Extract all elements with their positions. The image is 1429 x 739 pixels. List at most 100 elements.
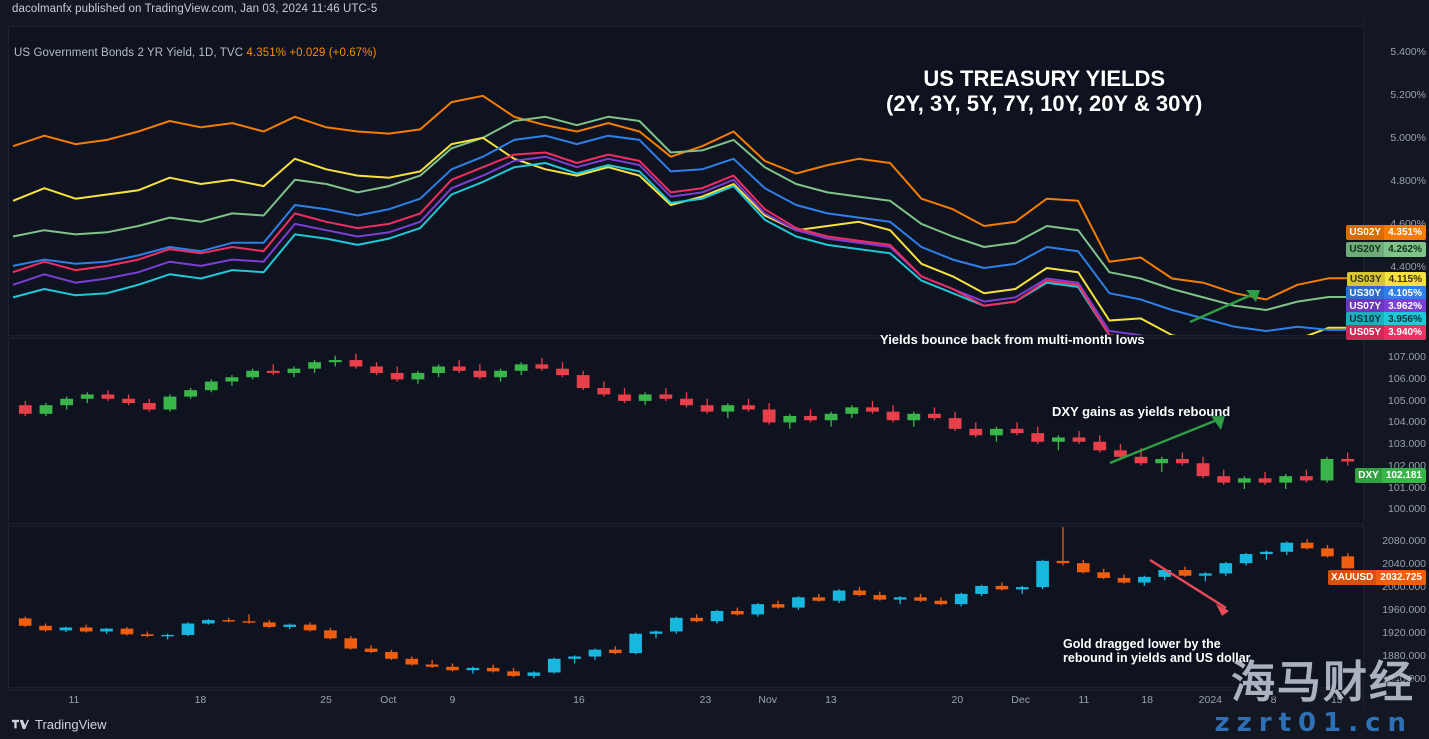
- candle: [1158, 568, 1172, 581]
- candle: [1299, 469, 1313, 483]
- candle: [181, 622, 195, 637]
- yields-legend-change-pct: (+0.67%): [328, 47, 377, 59]
- annotation-gold-line2: rebound in yields and US dollar: [1063, 651, 1251, 665]
- candle: [446, 663, 459, 672]
- yield-line-us02y: [12, 94, 1361, 301]
- candle: [18, 400, 32, 416]
- price-axis-label: 106.000: [1388, 372, 1426, 385]
- yield-line-us10y: [12, 162, 1116, 335]
- price-axis-label: 4.400%: [1390, 261, 1426, 274]
- time-scale[interactable]: 11 18 25 Oct 9 16 23 Nov 13 20 Dec 11 18 2024 8 15: [8, 690, 1363, 709]
- candle: [659, 388, 673, 401]
- candle: [1113, 443, 1127, 459]
- price-tag-value: 3.940%: [1388, 327, 1422, 338]
- candle: [122, 394, 136, 406]
- candle: [266, 364, 280, 376]
- price-tag-us05y[interactable]: US05Y 3.940%: [1346, 325, 1426, 340]
- time-axis-label: 15: [1330, 694, 1343, 706]
- time-axis-label: 8: [1270, 694, 1277, 706]
- published-bar: dacolmanfx published on TradingView.com,…: [0, 0, 1429, 20]
- price-tag-symbol: US10Y: [1346, 312, 1385, 327]
- candle: [832, 589, 846, 604]
- tradingview-logo[interactable]: TradingView: [12, 717, 107, 732]
- time-axis-label: 18: [194, 694, 207, 706]
- candle: [100, 628, 113, 634]
- price-tag-value: 2032.725: [1380, 572, 1422, 583]
- price-tag-symbol: XAUUSD: [1328, 570, 1377, 585]
- price-tag-dxy[interactable]: DXY 102.181: [1355, 468, 1426, 483]
- candle: [1217, 469, 1231, 485]
- price-axis-label: 101.000: [1388, 481, 1426, 494]
- candle: [914, 593, 927, 602]
- candle: [873, 591, 887, 601]
- price-tag-us02y[interactable]: US02Y 4.351%: [1346, 225, 1426, 240]
- candle: [39, 623, 52, 632]
- candle: [328, 355, 342, 367]
- price-tag-value: 4.105%: [1388, 288, 1422, 299]
- price-tag-symbol: US20Y: [1346, 242, 1385, 257]
- candle: [618, 388, 631, 404]
- price-tag-us07y[interactable]: US07Y 3.962%: [1346, 299, 1426, 314]
- candle: [411, 370, 425, 384]
- candle: [1178, 566, 1192, 577]
- yields-legend-last: 4.351%: [246, 47, 287, 59]
- price-tag-xauusd[interactable]: XAUUSD 2032.725: [1328, 570, 1426, 585]
- candle: [79, 624, 93, 633]
- candle: [597, 381, 611, 397]
- candle: [527, 671, 541, 679]
- candle: [969, 422, 983, 438]
- price-axis-label: 103.000: [1388, 438, 1426, 451]
- candle: [246, 368, 260, 380]
- annotation-gold-line1: Gold dragged lower by the: [1063, 637, 1221, 651]
- candle: [928, 407, 941, 421]
- price-tag-value: 4.115%: [1388, 274, 1422, 285]
- candle: [954, 592, 968, 607]
- time-axis-label: 20: [951, 694, 964, 706]
- price-tag-us10y[interactable]: US10Y 3.956%: [1346, 312, 1426, 327]
- price-axis-label: 2080.000: [1382, 534, 1426, 547]
- price-tag-us30y[interactable]: US30Y 4.105%: [1346, 286, 1426, 301]
- annotation-yields-note: Yields bounce back from multi-month lows: [880, 332, 1145, 347]
- yields-legend-symbol: US Government Bonds 2 YR Yield, 1D, TVC: [14, 47, 244, 59]
- candle: [975, 584, 988, 597]
- time-axis-label: Nov: [758, 694, 778, 706]
- candle: [80, 392, 94, 404]
- price-tag-value: 4.262%: [1388, 244, 1422, 255]
- price-tag-value: 4.351%: [1388, 227, 1422, 238]
- price-tag-us20y[interactable]: US20Y 4.262%: [1346, 242, 1426, 257]
- candle: [995, 582, 1009, 591]
- candle: [948, 411, 962, 431]
- price-scale[interactable]: 5.400%5.200%5.000%4.800%4.600%4.400%4.20…: [1328, 20, 1429, 709]
- pane-treasury-yields[interactable]: [8, 26, 1365, 336]
- price-tag-us03y[interactable]: US03Y 4.115%: [1346, 272, 1426, 287]
- yield-line-us20y: [12, 115, 1361, 311]
- candle: [535, 357, 549, 371]
- candle: [39, 403, 53, 416]
- yields-legend[interactable]: US Government Bonds 2 YR Yield, 1D, TVC …: [14, 47, 377, 59]
- candle: [308, 360, 321, 373]
- candle: [59, 626, 73, 633]
- candle: [1117, 574, 1131, 584]
- candle: [638, 392, 652, 406]
- candle: [742, 398, 755, 412]
- candle: [762, 403, 776, 425]
- chart-title: US TREASURY YIELDS (2Y, 3Y, 5Y, 7Y, 10Y,…: [886, 66, 1202, 116]
- pane-dxy[interactable]: [8, 338, 1365, 524]
- time-axis-label: 2024: [1198, 694, 1223, 706]
- price-tag-symbol: US03Y: [1346, 272, 1385, 287]
- price-axis-label: 1880.000: [1382, 650, 1426, 663]
- candle: [1300, 539, 1314, 550]
- yield-line-us07y: [12, 155, 1143, 335]
- pane-xauusd[interactable]: [8, 526, 1365, 688]
- candle: [804, 409, 817, 423]
- candle: [690, 614, 703, 623]
- yield-line-us05y: [12, 151, 1116, 335]
- candle: [824, 411, 838, 427]
- price-tag-value: 102.181: [1385, 470, 1422, 481]
- candle: [893, 596, 907, 605]
- candle: [751, 603, 765, 617]
- candle: [60, 396, 74, 410]
- price-axis-label: 4.800%: [1390, 175, 1426, 187]
- candle: [405, 656, 419, 666]
- candle: [432, 364, 445, 378]
